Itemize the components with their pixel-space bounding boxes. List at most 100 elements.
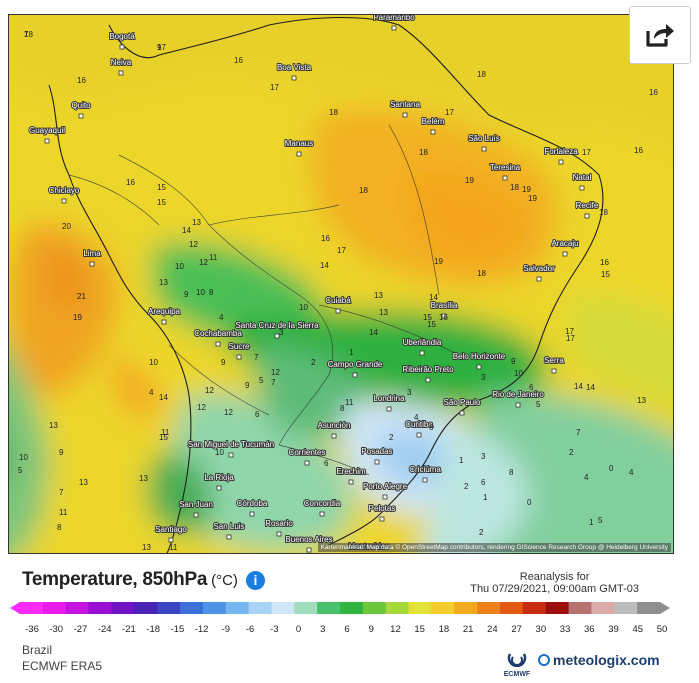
isotherm-label: 1	[459, 456, 464, 465]
info-icon[interactable]: i	[245, 570, 265, 590]
city-dot	[502, 175, 508, 181]
isotherm-label: 7	[59, 488, 64, 497]
city-dot	[536, 276, 542, 282]
share-button[interactable]	[629, 6, 691, 64]
city-label: Neiva	[111, 58, 132, 67]
city-dot	[276, 531, 282, 537]
isotherm-label: 17	[337, 246, 346, 255]
city-label: Teresina	[490, 163, 521, 172]
meteologix-brand[interactable]: meteologix.com	[538, 652, 660, 668]
city-marker: Posadas	[360, 446, 394, 465]
city-dot	[61, 198, 67, 204]
isotherm-label: 13	[159, 278, 168, 287]
city-label: Boa Vista	[277, 63, 312, 72]
city-label: Recife	[576, 201, 599, 210]
city-dot	[44, 138, 50, 144]
city-label: Londrina	[373, 394, 405, 403]
city-marker: Paramaribo	[372, 15, 416, 31]
isotherm-label: 9	[511, 357, 516, 366]
city-label: Guayaquil	[29, 126, 65, 135]
isotherm-label: 16	[634, 146, 643, 155]
city-dot	[119, 44, 125, 50]
isotherm-label: 9	[245, 381, 250, 390]
color-legend: -36 -30 -27 -24 -21 -18 -15 -12 -9 -6 -3 0 3 6 9 12 15 18…	[10, 602, 670, 635]
isotherm-label: 11	[169, 543, 178, 552]
isotherm-label: 12	[271, 368, 280, 377]
legend-tick-label: 21	[463, 624, 474, 635]
globe-icon	[538, 654, 550, 666]
isotherm-label: 10	[299, 303, 308, 312]
isotherm-label: 16	[649, 88, 658, 97]
isotherm-label: 7	[576, 428, 581, 437]
isotherm-label: 0	[527, 498, 532, 507]
city-marker: Córdoba	[236, 498, 269, 517]
isotherm-label: 19	[465, 176, 474, 185]
city-dot	[515, 402, 521, 408]
isotherm-label: 8	[509, 468, 514, 477]
city-marker: Sucre	[228, 341, 251, 360]
city-dot	[562, 251, 568, 257]
city-marker: Guayaquil	[28, 125, 66, 144]
isotherm-label: 13	[379, 308, 388, 317]
isotherm-label: 2	[389, 433, 394, 442]
region-label: Brazil	[22, 643, 53, 657]
model-label: ECMWF ERA5	[22, 659, 103, 673]
coastline	[48, 16, 604, 553]
city-dot	[348, 479, 354, 485]
city-dot	[425, 377, 431, 383]
city-dot	[386, 406, 392, 412]
isotherm-label: 15	[423, 313, 432, 322]
city-dot	[319, 511, 325, 517]
isotherm-label: 9	[157, 43, 162, 52]
city-marker: Bogotá	[108, 31, 136, 50]
city-marker: Rio de Janeiro	[491, 389, 545, 408]
weather-map[interactable]: Paramaribo Bogotá Neiva Boa Vista Quito Guaya…	[8, 14, 674, 554]
legend-swatch	[317, 602, 341, 614]
city-label: Salvador	[523, 264, 555, 273]
city-label: Bogotá	[109, 32, 135, 41]
city-label: Rio de Janeiro	[492, 390, 544, 399]
legend-tick-label: 3	[320, 624, 325, 635]
map-canvas[interactable]: Paramaribo Bogotá Neiva Boa Vista Quito Guaya…	[9, 15, 673, 553]
city-dot	[419, 350, 425, 356]
city-label: Aracaju	[551, 239, 578, 248]
isotherm-label: 10	[175, 262, 184, 271]
isotherm-label: 15	[427, 320, 436, 329]
isotherm-label: 15	[157, 198, 166, 207]
isotherm-label: 6	[255, 410, 260, 419]
isotherm-label: 10	[514, 369, 523, 378]
isotherm-label: 11	[209, 253, 218, 262]
legend-ticks: -36 -30 -27 -24 -21 -18 -15 -12 -9 -6 -3 0 3 6 9 12 15 18…	[25, 624, 667, 635]
city-marker: Porto Alegre	[362, 481, 409, 500]
legend-color-bar	[10, 602, 670, 614]
city-marker: Londrina	[372, 393, 406, 412]
city-label: Serra	[544, 356, 564, 365]
ecmwf-logo[interactable]: ECMWF	[500, 650, 534, 678]
city-label: Asunción	[318, 421, 351, 430]
legend-swatch	[111, 602, 135, 614]
city-dot	[306, 547, 312, 553]
share-icon	[646, 24, 674, 47]
isotherm-label: 18	[477, 70, 486, 79]
legend-swatch	[362, 602, 387, 614]
city-marker: Aracaju	[550, 238, 580, 257]
isotherm-label: 3	[481, 452, 486, 461]
city-dot	[374, 459, 380, 465]
city-dot	[161, 319, 167, 325]
city-dot	[379, 516, 385, 522]
isotherm-label: 8	[209, 288, 214, 297]
city-dot	[476, 364, 482, 370]
city-dot	[441, 313, 447, 319]
legend-swatch	[637, 602, 661, 614]
city-label: Uberlândia	[403, 338, 442, 347]
city-dot	[226, 534, 232, 540]
city-marker: Brasília	[430, 300, 459, 319]
isotherm-label: 8	[57, 523, 62, 532]
legend-swatch	[225, 602, 250, 614]
isotherm-label: 5	[259, 376, 264, 385]
legend-tick-label: -24	[98, 624, 112, 635]
city-dot	[168, 537, 174, 543]
city-dot	[558, 159, 564, 165]
city-dot	[422, 477, 428, 483]
city-label: Natal	[573, 173, 592, 182]
